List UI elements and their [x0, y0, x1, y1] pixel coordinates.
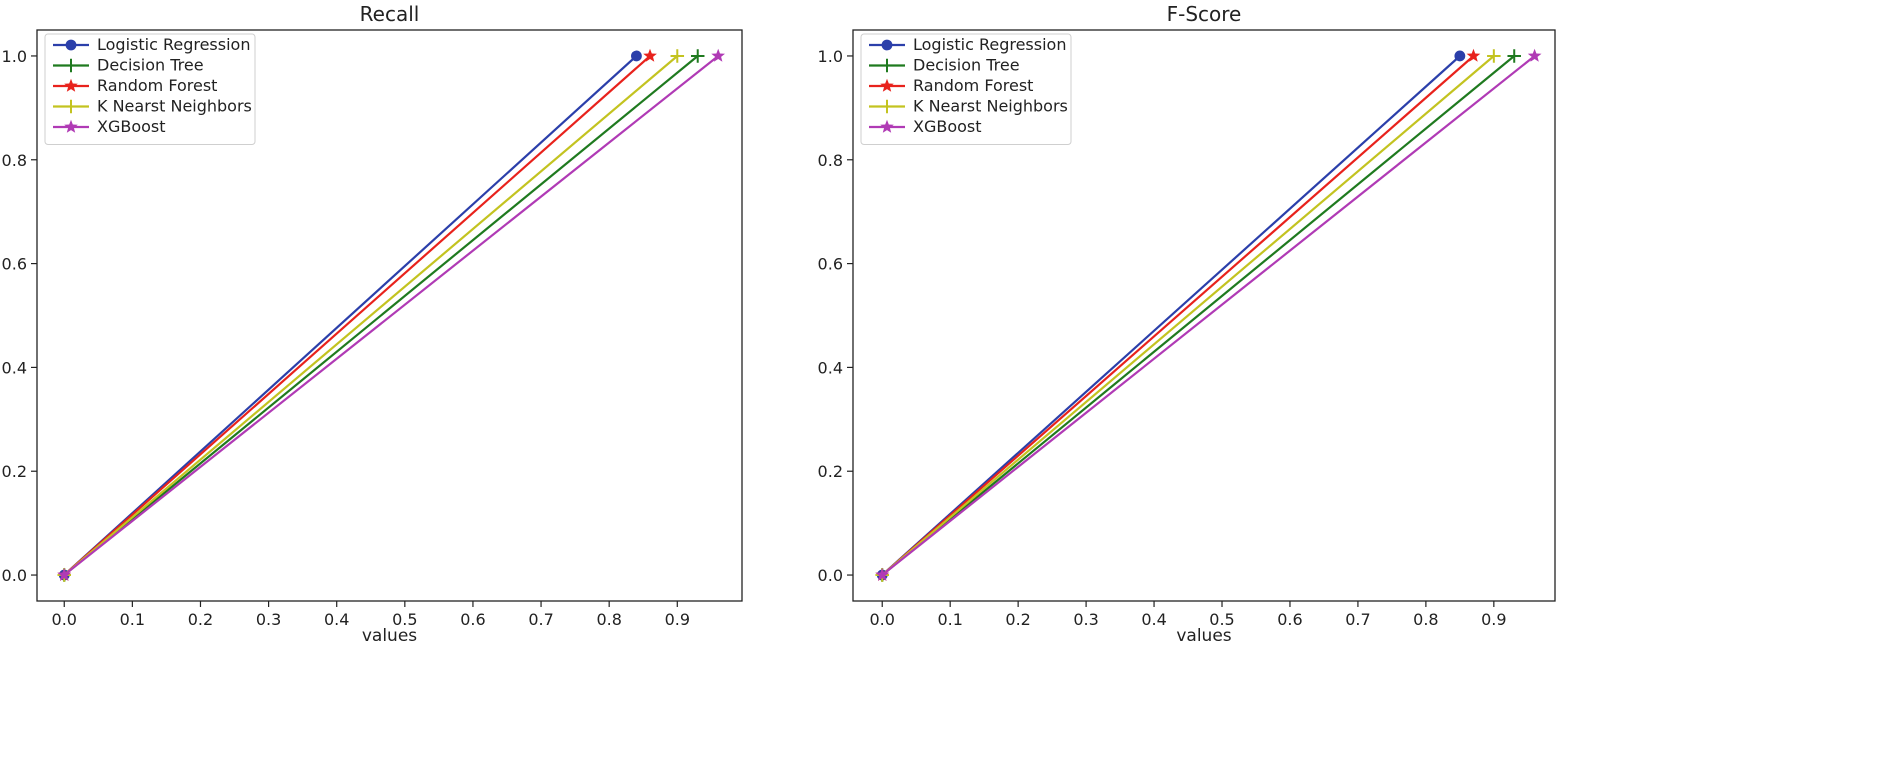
legend-marker	[65, 39, 77, 51]
legend-frame	[860, 33, 1072, 145]
legend-marker	[64, 119, 78, 133]
legend-label: Logistic Regression	[913, 35, 1066, 54]
chart-title: F-Score	[1167, 2, 1242, 26]
y-tick-label: 1.0	[818, 47, 843, 66]
legend-item: Decision Tree	[53, 56, 204, 75]
x-tick-label: 0.4	[324, 610, 349, 629]
x-tick-label: 0.1	[120, 610, 145, 629]
data-point	[1487, 49, 1501, 63]
legend-label: K Nearst Neighbors	[97, 97, 252, 116]
legend-label: Random Forest	[97, 76, 217, 95]
x-tick-label: 0.7	[1345, 610, 1370, 629]
chart-panel: F-Score 0.0 0.1 0.2 0.3 0.4 0.5 0.6 0.7 0.8 0.9 0.0…	[818, 2, 1556, 646]
x-tick-label: 0.7	[528, 610, 553, 629]
legend-frame	[44, 33, 256, 145]
plot-frame	[852, 29, 1556, 602]
y-tick-label: 0.8	[2, 151, 27, 170]
legend-label: XGBoost	[913, 117, 982, 136]
y-tick-label: 0.0	[2, 566, 27, 585]
chart-panel: Recall 0.0 0.1 0.2 0.3 0.4 0.5 0.6 0.7 0.8 0.9 0.0 0…	[2, 2, 743, 646]
y-tick-label: 0.4	[818, 358, 843, 377]
data-point	[1454, 50, 1466, 62]
data-point	[1507, 49, 1521, 63]
data-point	[1466, 48, 1481, 62]
y-tick-label: 0.2	[2, 462, 27, 481]
x-tick-label: 0.4	[1141, 610, 1166, 629]
legend-marker	[64, 78, 78, 92]
series-line	[63, 55, 699, 576]
x-tick-label: 0.2	[1005, 610, 1030, 629]
series-line	[881, 55, 1536, 576]
x-tick-label: 0.0	[52, 610, 77, 629]
x-tick-label: 0.3	[256, 610, 281, 629]
data-point	[57, 567, 72, 581]
legend-marker	[64, 58, 78, 73]
data-point	[690, 49, 705, 63]
data-point	[1527, 48, 1542, 62]
data-point	[631, 50, 642, 62]
x-tick-label: 0.6	[460, 610, 485, 629]
legend-item: K Nearst Neighbors	[869, 97, 1068, 116]
series-line	[881, 55, 1495, 576]
y-tick-label: 0.2	[818, 462, 843, 481]
x-tick-label: 0.0	[869, 610, 894, 629]
legend-marker	[880, 99, 894, 114]
legend-label: Decision Tree	[913, 56, 1020, 75]
data-point	[875, 567, 890, 581]
series-line	[63, 55, 638, 576]
series-line	[881, 55, 1475, 576]
x-tick-label: 0.2	[188, 610, 213, 629]
x-tick-label: 0.6	[1277, 610, 1302, 629]
x-tick-label: 0.3	[1073, 610, 1098, 629]
legend-marker	[880, 58, 894, 73]
legend-label: Random Forest	[913, 76, 1033, 95]
series-line	[63, 55, 719, 576]
legend-marker	[880, 119, 894, 133]
series	[57, 48, 725, 581]
y-tick-label: 0.6	[818, 255, 843, 274]
y-tick-label: 1.0	[2, 47, 27, 66]
x-tick-label: 0.5	[1209, 610, 1234, 629]
series-line	[63, 55, 651, 576]
x-tick-label: 0.8	[1413, 610, 1438, 629]
x-axis-label: values	[1176, 626, 1231, 646]
legend-item: XGBoost	[53, 117, 166, 136]
y-tick-label: 0.8	[818, 151, 843, 170]
x-tick-label: 0.9	[1481, 610, 1506, 629]
data-point	[643, 48, 657, 62]
legend-item: XGBoost	[869, 117, 982, 136]
legend-marker	[880, 78, 894, 92]
y-tick-label: 0.6	[2, 255, 27, 274]
legend-label: XGBoost	[97, 117, 166, 136]
legend-marker	[881, 39, 893, 51]
x-tick-label: 0.8	[596, 610, 621, 629]
legend-item: Logistic Regression	[869, 35, 1066, 54]
legend-marker	[64, 99, 78, 114]
chart-title: Recall	[360, 2, 420, 26]
data-point	[670, 49, 685, 63]
y-tick-label: 0.4	[2, 358, 27, 377]
legend-label: Decision Tree	[97, 56, 204, 75]
x-tick-label: 0.1	[937, 610, 962, 629]
series-line	[881, 55, 1515, 576]
legend-label: K Nearst Neighbors	[913, 97, 1068, 116]
x-tick-label: 0.5	[392, 610, 417, 629]
legend-item: Random Forest	[53, 76, 217, 95]
series-line	[63, 55, 679, 576]
data-point	[711, 48, 725, 62]
legend-item: Decision Tree	[869, 56, 1020, 75]
legend-item: Logistic Regression	[53, 35, 250, 54]
x-tick-label: 0.9	[665, 610, 690, 629]
y-tick-label: 0.0	[818, 566, 843, 585]
series	[875, 48, 1542, 581]
legend-item: K Nearst Neighbors	[53, 97, 252, 116]
legend-label: Logistic Regression	[97, 35, 250, 54]
series-line	[881, 55, 1461, 576]
plot-frame	[36, 29, 743, 602]
legend-item: Random Forest	[869, 76, 1033, 95]
x-axis-label: values	[362, 626, 417, 646]
